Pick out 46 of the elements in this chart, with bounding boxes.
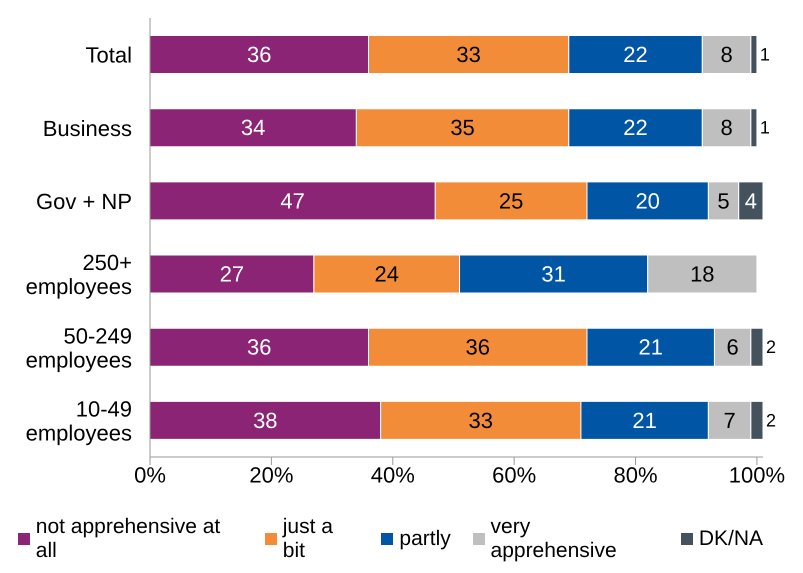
data-label: 22	[623, 42, 648, 68]
x-tick-label: 100%	[728, 462, 786, 488]
y-tick-label: 250+ employees	[26, 250, 132, 299]
data-label: 31	[541, 262, 566, 287]
data-label: 36	[247, 334, 272, 360]
data-label: 1	[760, 44, 770, 65]
data-label: 8	[720, 42, 733, 68]
y-tick-label: 10-49 employees	[26, 396, 132, 445]
data-label: 6	[726, 334, 739, 360]
x-tick-label: 80%	[614, 462, 658, 488]
data-label: 22	[623, 115, 648, 140]
data-label: 33	[456, 42, 481, 68]
data-label: 2	[766, 410, 776, 430]
data-label: 27	[220, 262, 244, 287]
y-tick-label: Business	[42, 115, 132, 140]
data-label: 4	[744, 188, 757, 214]
data-label: 33	[468, 408, 494, 433]
legend-label: partly	[399, 527, 451, 551]
y-tick-label: 50-249 employees	[26, 322, 132, 372]
x-tick-label: 40%	[370, 462, 415, 488]
x-tick-label: 60%	[492, 462, 536, 488]
data-label: 25	[498, 188, 524, 214]
data-label: 5	[717, 188, 730, 214]
data-label: 35	[450, 115, 475, 140]
data-label: 20	[635, 188, 660, 214]
x-tick-label: 0%	[134, 462, 166, 488]
legend-label: very apprehensive	[490, 515, 618, 563]
data-label: 36	[466, 334, 490, 360]
legend-label: just a bit	[282, 515, 334, 563]
data-label: 47	[280, 188, 305, 214]
data-label: 8	[720, 115, 733, 140]
y-tick-label: Total	[86, 42, 132, 68]
legend-label: DK/NA	[698, 527, 763, 551]
data-label: 24	[374, 262, 399, 287]
data-label: 18	[690, 262, 715, 287]
data-label: 21	[632, 408, 657, 433]
data-label: 1	[760, 118, 770, 138]
data-label: 7	[723, 408, 736, 433]
data-label: 36	[247, 42, 272, 68]
data-label: 21	[638, 334, 663, 360]
data-label: 34	[240, 115, 266, 140]
data-label: 38	[253, 408, 278, 433]
x-tick-label: 20%	[249, 462, 294, 488]
data-label: 2	[766, 337, 776, 358]
y-tick-label: Gov + NP	[36, 188, 132, 214]
legend-label: not apprehensive at all	[36, 515, 222, 563]
